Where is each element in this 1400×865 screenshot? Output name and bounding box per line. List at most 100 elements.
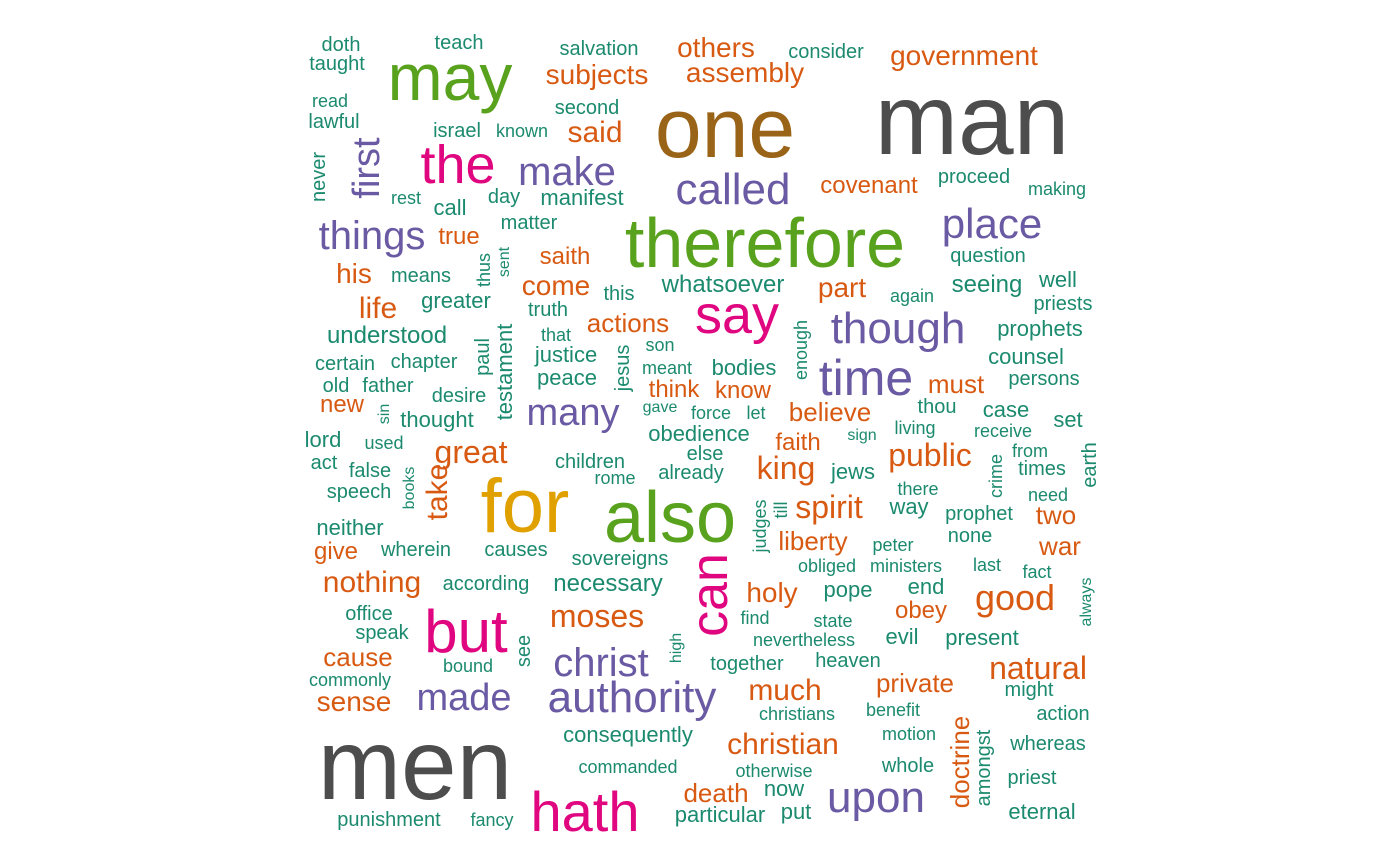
word-meant: meant	[641, 358, 693, 378]
word-the: the	[420, 135, 496, 195]
word-there: there	[897, 479, 939, 499]
word-liberty: liberty	[778, 526, 848, 556]
word-this: this	[603, 283, 635, 305]
word-desire: desire	[431, 385, 487, 407]
word-son: son	[645, 335, 675, 355]
word-doth: doth	[321, 34, 361, 56]
word-take: take	[421, 463, 454, 521]
word-old: old	[322, 375, 350, 397]
word-see: see	[513, 634, 535, 668]
word-speak: speak	[355, 622, 409, 644]
word-for: for	[480, 464, 570, 549]
word-upon: upon	[827, 773, 925, 822]
word-father: father	[362, 375, 414, 397]
word-making: making	[1027, 179, 1087, 199]
word-teach: teach	[434, 32, 484, 54]
word-doctrine: doctrine	[945, 715, 975, 809]
word-obedience: obedience	[648, 421, 750, 446]
word-crime: crime	[986, 454, 1006, 498]
word-christ: christ	[553, 641, 649, 685]
word-wherein: wherein	[380, 539, 452, 561]
word-authority: authority	[547, 673, 717, 722]
word-place: place	[941, 200, 1043, 247]
word-certain: certain	[314, 353, 376, 375]
word-cause: cause	[323, 642, 393, 672]
word-second: second	[554, 97, 620, 119]
word-proceed: proceed	[937, 166, 1011, 188]
word-lord: lord	[304, 427, 342, 452]
word-particular: particular	[674, 802, 766, 827]
word-many: many	[526, 392, 620, 434]
word-might: might	[1004, 679, 1054, 701]
word-made: made	[416, 677, 512, 719]
word-believe: believe	[788, 397, 872, 427]
word-subjects: subjects	[545, 59, 649, 90]
word-sin: sin	[376, 403, 393, 425]
word-life: life	[358, 292, 398, 325]
word-priests: priests	[1033, 293, 1093, 315]
word-great: great	[434, 434, 508, 470]
word-chapter: chapter	[390, 351, 458, 373]
word-pope: pope	[823, 577, 873, 602]
word-sense: sense	[316, 686, 392, 717]
word-justice: justice	[534, 342, 598, 367]
word-war: war	[1039, 531, 1081, 561]
word-holy: holy	[746, 577, 798, 608]
word-assembly: assembly	[685, 57, 805, 88]
word-good: good	[974, 577, 1056, 618]
word-from: from	[1012, 441, 1048, 461]
word-consequently: consequently	[563, 722, 693, 747]
word-saith: saith	[539, 243, 591, 270]
word-must: must	[927, 369, 985, 399]
word-rome: rome	[594, 468, 636, 488]
word-fancy: fancy	[470, 810, 514, 830]
word-false: false	[348, 460, 392, 482]
word-benefit: benefit	[865, 700, 921, 720]
word-taught: taught	[309, 53, 365, 75]
word-prophet: prophet	[945, 503, 1013, 525]
word-causes: causes	[484, 539, 548, 561]
word-according: according	[442, 573, 530, 595]
word-read: read	[311, 91, 349, 111]
word-one: one	[654, 81, 796, 175]
word-used: used	[364, 433, 404, 453]
word-none: none	[947, 525, 993, 547]
word-that: that	[540, 325, 572, 345]
word-gave: gave	[642, 399, 678, 416]
word-priest: priest	[1007, 767, 1057, 789]
word-case: case	[982, 397, 1030, 422]
word-government: government	[890, 40, 1038, 71]
word-covenant: covenant	[820, 172, 918, 199]
word-public: public	[888, 437, 972, 473]
word-again: again	[889, 286, 935, 306]
word-means: means	[390, 265, 452, 287]
word-spirit: spirit	[795, 489, 863, 525]
word-two: two	[1035, 500, 1077, 530]
word-death: death	[683, 778, 749, 808]
word-consider: consider	[788, 41, 864, 63]
word-counsel: counsel	[988, 344, 1064, 369]
word-commanded: commanded	[578, 757, 678, 777]
word-rest: rest	[390, 188, 422, 208]
word-receive: receive	[973, 421, 1033, 441]
word-come: come	[521, 270, 591, 301]
word-motion: motion	[881, 724, 937, 744]
word-nevertheless: nevertheless	[752, 630, 856, 650]
word-matter: matter	[500, 212, 558, 234]
word-speech: speech	[326, 481, 392, 503]
word-prophets: prophets	[997, 316, 1083, 341]
word-high: high	[668, 632, 685, 664]
word-christian: christian	[727, 728, 839, 761]
word-eternal: eternal	[1008, 799, 1076, 824]
word-living: living	[894, 418, 936, 438]
word-action: action	[1036, 703, 1090, 725]
word-need: need	[1027, 485, 1069, 505]
word-things: things	[318, 214, 426, 258]
word-known: known	[495, 121, 549, 141]
word-natural: natural	[989, 650, 1087, 686]
word-present: present	[945, 625, 1019, 650]
word-already: already	[658, 462, 724, 484]
word-sovereigns: sovereigns	[571, 548, 669, 570]
word-peter: peter	[872, 535, 914, 555]
